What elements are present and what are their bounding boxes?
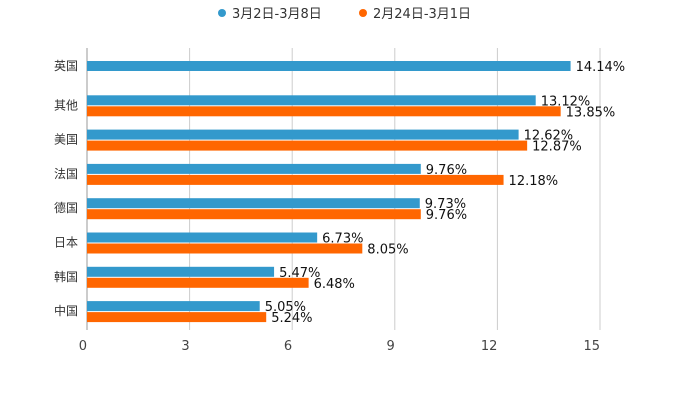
x-tick-label-6: 6 xyxy=(284,339,292,354)
x-tick-label-12: 12 xyxy=(481,339,498,354)
bar-s2-6[interactable] xyxy=(87,243,363,254)
legend-label-1[interactable]: 3月2日-3月8日 xyxy=(232,7,322,22)
legend: 3月2日-3月8日 2月24日-3月1日 xyxy=(218,7,471,22)
bar-s2-3[interactable] xyxy=(87,140,528,151)
bar-s1-6[interactable] xyxy=(87,232,318,243)
value-label-s1-1: 14.14% xyxy=(576,60,626,75)
category-label-5: 德国 xyxy=(54,200,78,215)
value-label-s2-8: 5.24% xyxy=(271,311,312,326)
x-tick-label-9: 9 xyxy=(387,339,395,354)
bar-s1-1[interactable] xyxy=(87,61,571,71)
bar-s1-7[interactable] xyxy=(87,266,275,277)
value-label-s1-7: 5.47% xyxy=(279,266,320,281)
bar-s1-2[interactable] xyxy=(87,95,536,106)
value-label-s1-8: 5.05% xyxy=(265,300,306,315)
value-label-s2-6: 8.05% xyxy=(367,243,408,258)
value-label-s2-7: 6.48% xyxy=(314,277,355,292)
x-tick-label-0: 0 xyxy=(79,339,87,354)
value-label-s1-6: 6.73% xyxy=(322,232,363,247)
category-label-4: 法国 xyxy=(54,167,78,181)
value-label-s1-5: 9.73% xyxy=(425,197,466,212)
category-label-1: 英国 xyxy=(54,59,78,73)
bar-s2-7[interactable] xyxy=(87,277,309,288)
bar-s2-2[interactable] xyxy=(87,106,561,117)
legend-marker-2[interactable] xyxy=(359,9,367,17)
value-label-s2-4: 12.18% xyxy=(509,174,559,189)
x-tick-label-3: 3 xyxy=(181,339,189,354)
legend-label-2[interactable]: 2月24日-3月1日 xyxy=(373,7,471,22)
category-label-8: 中国 xyxy=(54,303,78,318)
category-label-6: 日本 xyxy=(54,236,78,250)
legend-marker-1[interactable] xyxy=(218,9,226,17)
category-label-3: 美国 xyxy=(54,133,78,147)
bar-s2-5[interactable] xyxy=(87,209,421,220)
value-label-s2-5: 9.76% xyxy=(426,208,467,223)
category-label-7: 韩国 xyxy=(54,269,78,284)
value-labels: 14.14% 13.12%13.85% 12.62%12.87% 9.76% 12.18… xyxy=(265,60,625,326)
bar-s2-8[interactable] xyxy=(87,312,267,323)
bars xyxy=(87,61,571,323)
category-label-2: 其他 xyxy=(54,98,78,112)
bar-s1-3[interactable] xyxy=(87,129,519,140)
x-axis-ticks: 0 3 6 9 12 15 xyxy=(79,339,600,354)
value-label-s1-2: 13.12% xyxy=(541,94,591,109)
x-tick-label-15: 15 xyxy=(583,339,600,354)
bar-s1-8[interactable] xyxy=(87,301,260,312)
bar-s2-4[interactable] xyxy=(87,174,504,185)
bar-s1-4[interactable] xyxy=(87,163,421,174)
bar-s1-5[interactable] xyxy=(87,198,420,209)
value-label-s2-2: 13.85% xyxy=(566,105,616,120)
value-label-s1-4: 9.76% xyxy=(426,163,467,178)
value-label-s1-3: 12.62% xyxy=(524,129,574,144)
value-label-s2-3: 12.87% xyxy=(532,140,582,155)
